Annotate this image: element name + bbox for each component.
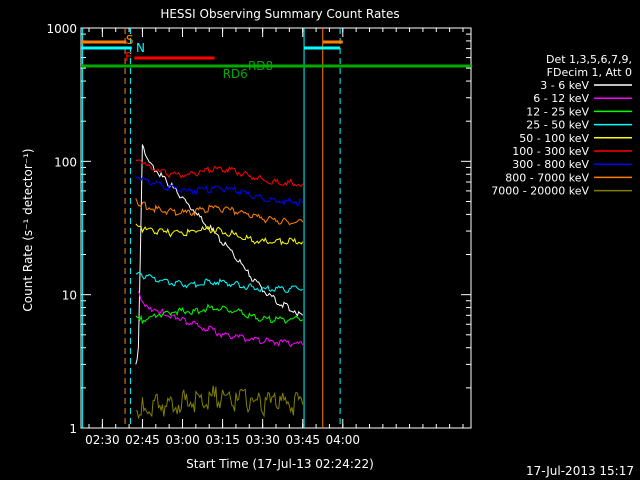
legend-header-1: FDecim 1, Att 0 <box>547 66 632 79</box>
legend-label-8: 7000 - 20000 keV <box>491 185 589 198</box>
x-tick-label: 03:15 <box>205 433 240 447</box>
axes-layer: 1 10 100 1000 02:30 02:45 03:00 03:15 03:30 03:45… <box>46 22 471 447</box>
footer-timestamp: 17-Jul-2013 15:17 <box>526 464 634 478</box>
y-tick-label: 1000 <box>46 22 77 36</box>
legend-label-3: 25 - 50 keV <box>526 119 589 132</box>
series-line-6 <box>135 176 304 207</box>
y-tick-label: 1 <box>69 422 77 436</box>
x-tick-label: 03:00 <box>165 433 200 447</box>
legend: Det 1,3,5,6,7,9,FDecim 1, Att 03 - 6 keV… <box>491 53 632 198</box>
x-tick-label: 02:30 <box>85 433 120 447</box>
series-line-0 <box>135 144 304 365</box>
series-line-3 <box>135 271 304 293</box>
annotation-label-f: F <box>125 50 132 64</box>
annotation-label-rd6: RD6 <box>223 67 248 81</box>
series-line-5 <box>135 159 304 188</box>
legend-label-2: 12 - 25 keV <box>526 105 589 118</box>
x-tick-label: 02:45 <box>125 433 160 447</box>
annotation-label-s: S <box>126 33 134 47</box>
y-tick-label: 10 <box>62 289 77 303</box>
annotation-label-rd8: RD8 <box>248 59 273 73</box>
y-axis-label: Count Rate (s⁻¹ detector⁻¹) <box>21 148 35 311</box>
chart-title: HESSI Observing Summary Count Rates <box>160 7 399 21</box>
legend-label-5: 100 - 300 keV <box>512 145 589 158</box>
series-line-4 <box>135 223 304 246</box>
data-layer <box>135 144 304 420</box>
series-line-8 <box>135 385 304 420</box>
annotation-label-n: N <box>136 41 145 55</box>
plot-frame <box>80 27 472 429</box>
series-line-2 <box>135 303 304 325</box>
legend-label-1: 6 - 12 keV <box>533 92 589 105</box>
legend-label-6: 300 - 800 keV <box>512 158 589 171</box>
legend-header-0: Det 1,3,5,6,7,9, <box>546 53 632 66</box>
legend-label-0: 3 - 6 keV <box>540 79 589 92</box>
y-tick-label: 100 <box>54 155 77 169</box>
series-line-1 <box>137 291 304 348</box>
x-axis-label: Start Time (17-Jul-13 02:24:22) <box>186 457 374 471</box>
x-tick-label: 04:00 <box>325 433 360 447</box>
legend-label-4: 50 - 100 keV <box>519 132 589 145</box>
x-tick-label: 03:45 <box>285 433 320 447</box>
legend-label-7: 800 - 7000 keV <box>505 171 589 184</box>
series-line-7 <box>135 198 304 226</box>
x-tick-label: 03:30 <box>245 433 280 447</box>
